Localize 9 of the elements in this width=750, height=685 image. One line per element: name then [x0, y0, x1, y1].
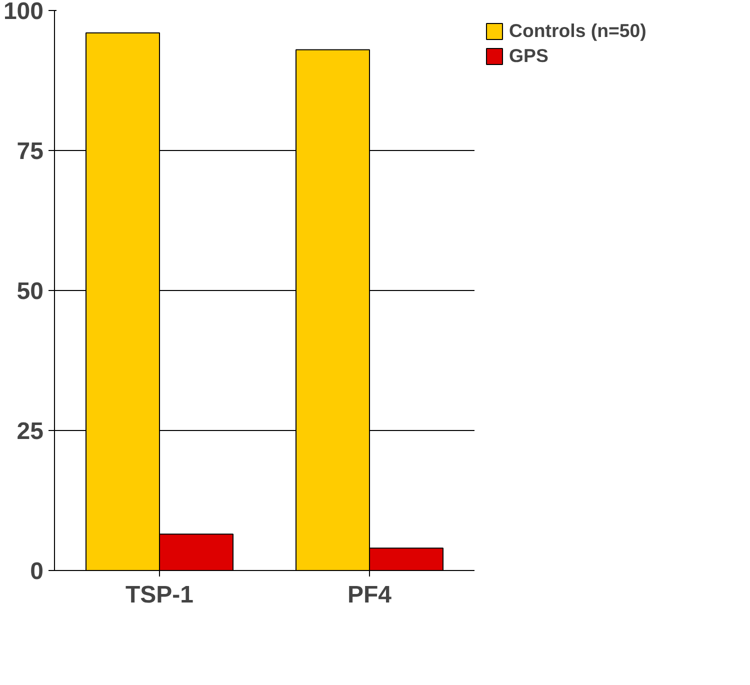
- legend-label: GPS: [509, 45, 548, 67]
- x-tick-label: TSP-1: [125, 582, 194, 608]
- legend-label: Controls (n=50): [509, 20, 646, 42]
- y-tick-label: 100: [3, 0, 44, 25]
- y-tick-label: 75: [16, 138, 44, 165]
- y-tick-label: 0: [30, 558, 44, 585]
- x-tick-label: PF4: [347, 582, 392, 608]
- y-tick-label: 50: [16, 278, 44, 305]
- y-tick-label: 25: [16, 418, 44, 445]
